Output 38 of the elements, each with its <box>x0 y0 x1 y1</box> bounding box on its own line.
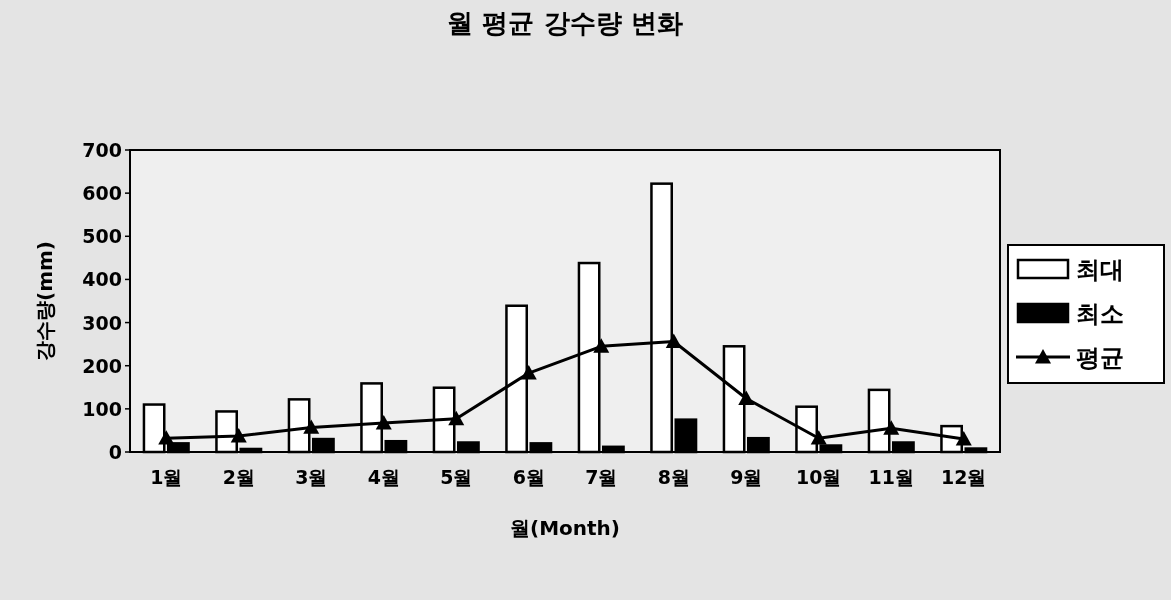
x-tick-label: 11월 <box>868 466 914 488</box>
point <box>955 431 972 446</box>
y-tick-label: 0 <box>108 441 122 463</box>
legend-label: 최대 <box>1076 256 1124 284</box>
x-tick-label: 5월 <box>440 466 473 488</box>
y-axis-title: 강수량(mm) <box>33 241 57 361</box>
x-tick-label: 7월 <box>585 466 618 488</box>
y-tick-label: 400 <box>82 268 122 291</box>
y-tick-label: 600 <box>82 182 122 205</box>
x-axis-title: 월(Month) <box>510 516 620 540</box>
x-tick-label: 9월 <box>730 466 763 488</box>
point <box>448 410 465 426</box>
y-tick-label: 500 <box>82 225 122 248</box>
y-tick-label: 100 <box>82 397 122 420</box>
point <box>593 338 610 353</box>
y-tick-label: 200 <box>82 354 122 377</box>
chart-title: 월 평균 강수량 변화 <box>447 8 683 38</box>
x-tick-label: 12월 <box>941 466 987 488</box>
point <box>738 390 755 405</box>
legend-label: 평균 <box>1076 344 1124 372</box>
x-tick-label: 3월 <box>295 466 328 488</box>
x-tick-label: 10월 <box>796 466 842 488</box>
y-tick-label: 300 <box>82 311 122 334</box>
point <box>375 415 392 430</box>
point <box>883 420 900 435</box>
point <box>158 430 175 445</box>
point <box>810 430 827 445</box>
legend-label: 최소 <box>1076 300 1124 328</box>
point <box>303 419 320 434</box>
x-tick-label: 8월 <box>657 466 690 488</box>
x-tick-label: 1월 <box>150 466 183 488</box>
point <box>230 428 247 443</box>
point <box>520 365 537 380</box>
y-tick-label: 700 <box>82 139 122 161</box>
x-tick-label: 6월 <box>512 466 545 488</box>
x-tick-label: 2월 <box>222 466 255 488</box>
x-tick-label: 4월 <box>367 466 400 488</box>
point <box>665 333 682 348</box>
